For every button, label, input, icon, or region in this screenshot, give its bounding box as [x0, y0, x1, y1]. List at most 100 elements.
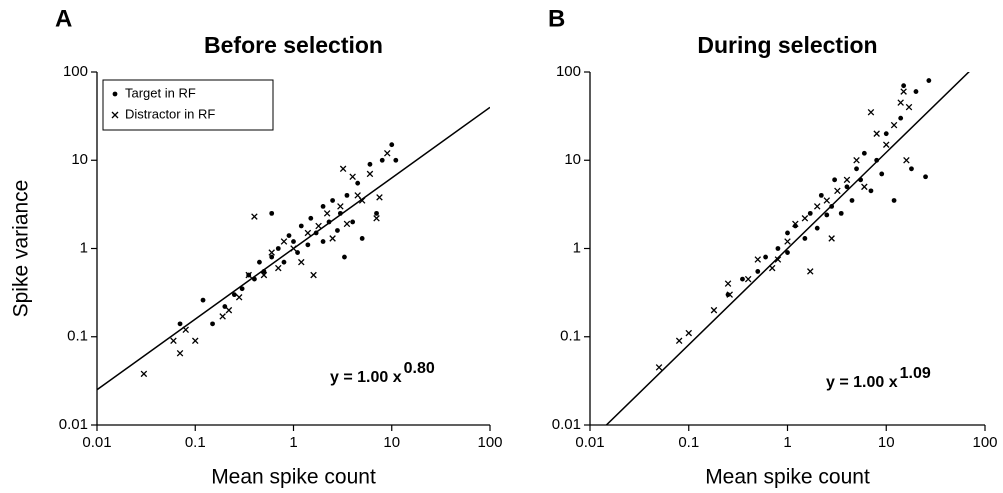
x-axis-label: Mean spike count — [211, 466, 376, 489]
point-cross — [834, 187, 841, 195]
point-dot — [291, 239, 296, 244]
point-cross — [744, 275, 752, 283]
point-dot — [350, 219, 356, 225]
legend-marker — [112, 91, 118, 97]
point-dot — [337, 210, 343, 216]
point-dot — [802, 236, 808, 241]
point-dot — [252, 276, 257, 282]
point-cross — [170, 337, 177, 345]
point-cross — [290, 245, 297, 252]
point-dot — [874, 157, 880, 163]
point-cross — [383, 150, 391, 157]
point-dot — [858, 177, 864, 183]
point-cross — [882, 141, 890, 148]
point-dot — [393, 157, 399, 163]
point-dot — [389, 142, 395, 148]
panel-label: B — [548, 5, 565, 32]
point-dot — [313, 230, 319, 236]
x-tick-label: 0.1 — [185, 434, 206, 451]
point-dot — [286, 233, 292, 239]
point-cross — [806, 268, 814, 275]
point-dot — [298, 223, 304, 229]
point-dot — [740, 276, 745, 282]
x-tick-label: 1 — [783, 434, 791, 451]
point-cross — [900, 88, 907, 95]
point-cross — [225, 306, 233, 314]
point-cross — [774, 256, 782, 263]
y-tick-label: 10 — [564, 151, 581, 168]
point-cross — [768, 264, 776, 272]
x-tick-label: 10 — [383, 434, 400, 451]
point-dot — [883, 131, 889, 137]
point-cross — [801, 215, 809, 222]
point-cross — [903, 156, 910, 164]
point-dot — [305, 242, 311, 248]
point-dot — [814, 225, 820, 231]
y-tick-label: 0.1 — [67, 328, 88, 345]
point-dot — [344, 192, 350, 198]
x-axis-label: Mean spike count — [705, 466, 870, 489]
point-cross — [219, 313, 226, 320]
panel-label: A — [55, 5, 72, 32]
point-cross — [245, 271, 252, 279]
point-cross — [792, 220, 799, 228]
point-cross — [268, 249, 275, 256]
point-dot — [335, 228, 340, 233]
point-dot — [239, 286, 245, 292]
point-cross — [329, 235, 336, 242]
point-cross — [861, 183, 868, 191]
point-dot — [261, 269, 267, 274]
point-cross — [890, 121, 898, 129]
point-dot — [824, 212, 830, 218]
y-axis-label: Spike variance — [10, 180, 33, 318]
point-cross — [754, 256, 762, 263]
point-dot — [177, 321, 183, 327]
x-tick-label: 10 — [878, 434, 895, 451]
point-dot — [210, 321, 215, 327]
plot-area — [605, 72, 970, 425]
point-dot — [295, 250, 300, 255]
legend-marker — [111, 111, 119, 119]
point-dot — [231, 292, 237, 298]
y-tick-label: 1 — [80, 239, 88, 256]
chart-title: Before selection — [204, 32, 383, 58]
point-dot — [854, 166, 859, 172]
point-cross — [140, 370, 148, 378]
point-cross — [873, 130, 880, 137]
point-dot — [269, 210, 275, 216]
point-dot — [849, 198, 855, 203]
y-tick-label: 100 — [556, 63, 581, 80]
point-dot — [775, 246, 781, 251]
equation: y = 1.00 x — [826, 374, 898, 391]
equation-exponent: 1.09 — [900, 365, 931, 382]
point-cross — [828, 235, 835, 242]
point-dot — [844, 184, 850, 190]
point-dot — [785, 250, 790, 255]
point-dot — [275, 246, 281, 251]
point-cross — [349, 173, 356, 181]
point-dot — [913, 89, 919, 94]
point-cross — [905, 103, 913, 111]
point-dot — [755, 269, 761, 274]
point-dot — [891, 198, 897, 203]
point-cross — [710, 306, 718, 314]
chart-title: During selection — [697, 32, 877, 58]
point-cross — [675, 337, 683, 345]
point-dot — [785, 230, 790, 236]
y-tick-label: 10 — [71, 151, 88, 168]
x-tick-label: 100 — [972, 434, 997, 451]
point-dot — [359, 236, 365, 241]
x-tick-label: 0.01 — [575, 434, 604, 451]
equation: y = 1.00 x — [330, 369, 402, 386]
x-tick-label: 1 — [289, 434, 297, 451]
point-dot — [379, 157, 385, 163]
point-cross — [354, 192, 361, 199]
point-dot — [926, 78, 932, 83]
plot-area — [97, 106, 490, 391]
point-cross — [897, 99, 904, 106]
point-cross — [251, 213, 258, 220]
y-tick-label: 0.01 — [59, 416, 88, 433]
point-cross — [339, 165, 347, 173]
point-cross — [315, 222, 322, 230]
